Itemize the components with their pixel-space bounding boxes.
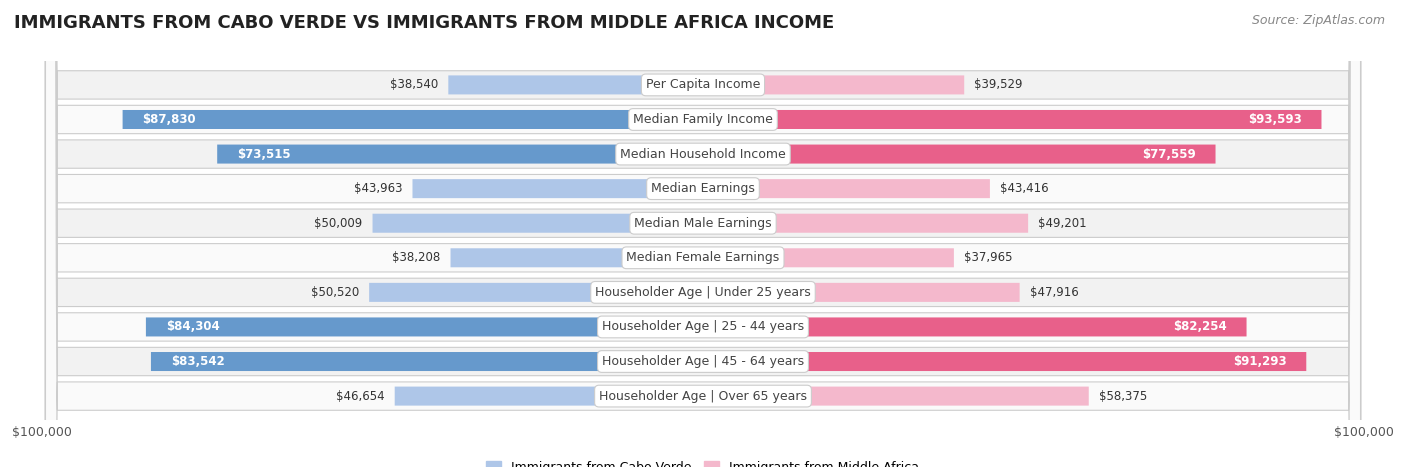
FancyBboxPatch shape (703, 318, 1247, 336)
Text: Median Household Income: Median Household Income (620, 148, 786, 161)
Text: Householder Age | Under 25 years: Householder Age | Under 25 years (595, 286, 811, 299)
FancyBboxPatch shape (45, 0, 1361, 467)
FancyBboxPatch shape (412, 179, 703, 198)
Text: Median Male Earnings: Median Male Earnings (634, 217, 772, 230)
Text: $39,529: $39,529 (974, 78, 1022, 92)
Text: $91,293: $91,293 (1233, 355, 1286, 368)
FancyBboxPatch shape (370, 283, 703, 302)
FancyBboxPatch shape (703, 75, 965, 94)
Text: Source: ZipAtlas.com: Source: ZipAtlas.com (1251, 14, 1385, 27)
FancyBboxPatch shape (45, 0, 1361, 467)
Text: $49,201: $49,201 (1038, 217, 1087, 230)
FancyBboxPatch shape (373, 214, 703, 233)
Text: $43,963: $43,963 (354, 182, 402, 195)
Text: $77,559: $77,559 (1142, 148, 1195, 161)
FancyBboxPatch shape (45, 0, 1361, 467)
Text: $37,965: $37,965 (963, 251, 1012, 264)
FancyBboxPatch shape (449, 75, 703, 94)
Text: $38,540: $38,540 (389, 78, 439, 92)
Text: $84,304: $84,304 (166, 320, 219, 333)
Text: Householder Age | Over 65 years: Householder Age | Over 65 years (599, 389, 807, 403)
Text: Median Earnings: Median Earnings (651, 182, 755, 195)
FancyBboxPatch shape (45, 0, 1361, 467)
Text: $46,654: $46,654 (336, 389, 385, 403)
FancyBboxPatch shape (45, 0, 1361, 467)
FancyBboxPatch shape (122, 110, 703, 129)
FancyBboxPatch shape (703, 179, 990, 198)
Legend: Immigrants from Cabo Verde, Immigrants from Middle Africa: Immigrants from Cabo Verde, Immigrants f… (481, 456, 925, 467)
FancyBboxPatch shape (703, 110, 1322, 129)
Text: $50,520: $50,520 (311, 286, 360, 299)
Text: $38,208: $38,208 (392, 251, 440, 264)
FancyBboxPatch shape (45, 0, 1361, 467)
FancyBboxPatch shape (150, 352, 703, 371)
Text: Median Female Earnings: Median Female Earnings (627, 251, 779, 264)
FancyBboxPatch shape (395, 387, 703, 406)
Text: $58,375: $58,375 (1098, 389, 1147, 403)
Text: Householder Age | 25 - 44 years: Householder Age | 25 - 44 years (602, 320, 804, 333)
FancyBboxPatch shape (703, 248, 953, 267)
FancyBboxPatch shape (45, 0, 1361, 467)
FancyBboxPatch shape (217, 145, 703, 163)
Text: $73,515: $73,515 (238, 148, 291, 161)
Text: Per Capita Income: Per Capita Income (645, 78, 761, 92)
Text: $93,593: $93,593 (1249, 113, 1302, 126)
Text: $83,542: $83,542 (170, 355, 225, 368)
Text: Median Family Income: Median Family Income (633, 113, 773, 126)
FancyBboxPatch shape (703, 214, 1028, 233)
Text: $47,916: $47,916 (1029, 286, 1078, 299)
Text: $82,254: $82,254 (1173, 320, 1226, 333)
FancyBboxPatch shape (450, 248, 703, 267)
FancyBboxPatch shape (146, 318, 703, 336)
Text: IMMIGRANTS FROM CABO VERDE VS IMMIGRANTS FROM MIDDLE AFRICA INCOME: IMMIGRANTS FROM CABO VERDE VS IMMIGRANTS… (14, 14, 834, 32)
FancyBboxPatch shape (703, 352, 1306, 371)
FancyBboxPatch shape (45, 0, 1361, 467)
Text: $50,009: $50,009 (315, 217, 363, 230)
Text: Householder Age | 45 - 64 years: Householder Age | 45 - 64 years (602, 355, 804, 368)
FancyBboxPatch shape (703, 387, 1088, 406)
Text: $87,830: $87,830 (142, 113, 195, 126)
FancyBboxPatch shape (703, 283, 1019, 302)
FancyBboxPatch shape (703, 145, 1216, 163)
FancyBboxPatch shape (45, 0, 1361, 467)
FancyBboxPatch shape (45, 0, 1361, 467)
Text: $43,416: $43,416 (1000, 182, 1049, 195)
